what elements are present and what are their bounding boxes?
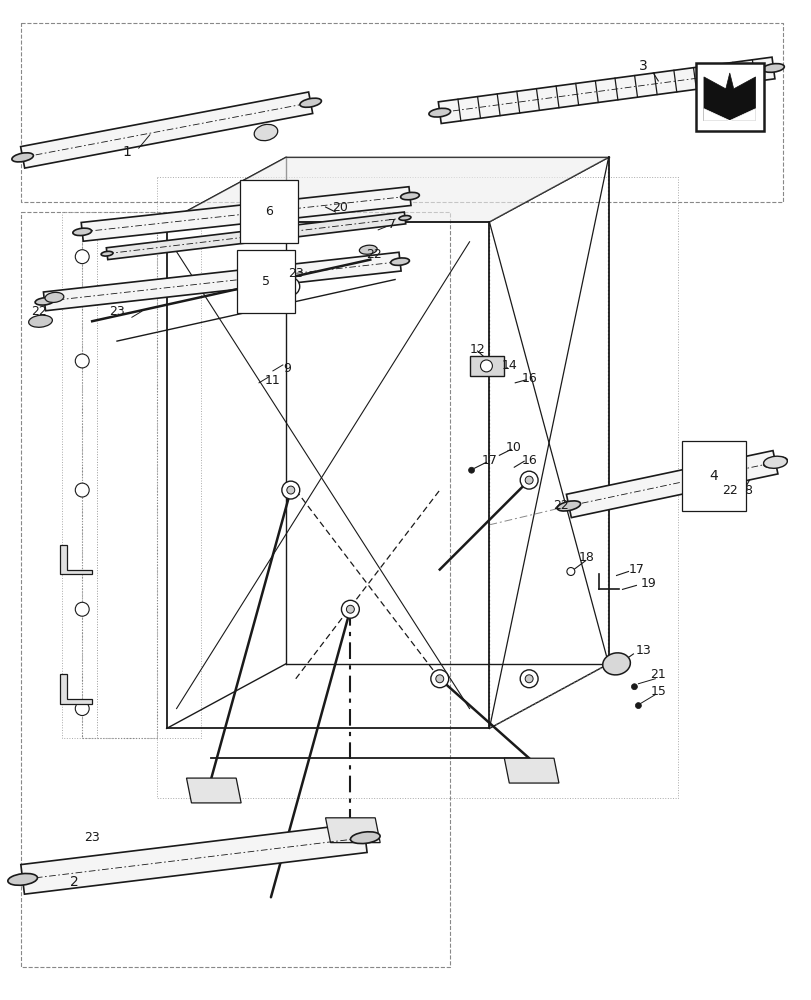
Circle shape bbox=[75, 354, 89, 368]
Text: 1: 1 bbox=[122, 145, 131, 159]
Text: 16: 16 bbox=[521, 372, 536, 385]
Ellipse shape bbox=[28, 315, 53, 327]
Text: 22: 22 bbox=[366, 248, 382, 261]
Circle shape bbox=[75, 483, 89, 497]
Ellipse shape bbox=[254, 124, 277, 141]
Circle shape bbox=[631, 684, 637, 690]
Text: 18: 18 bbox=[578, 551, 594, 564]
Circle shape bbox=[75, 602, 89, 616]
Ellipse shape bbox=[350, 832, 380, 844]
Ellipse shape bbox=[602, 653, 629, 675]
Polygon shape bbox=[566, 451, 777, 518]
Circle shape bbox=[281, 278, 299, 295]
Polygon shape bbox=[325, 818, 380, 843]
Ellipse shape bbox=[762, 64, 783, 72]
Text: 7: 7 bbox=[388, 218, 396, 231]
Text: 5: 5 bbox=[262, 275, 269, 288]
Ellipse shape bbox=[45, 292, 64, 302]
Polygon shape bbox=[21, 823, 367, 894]
Text: 10: 10 bbox=[504, 441, 521, 454]
Text: 2: 2 bbox=[70, 875, 79, 889]
Polygon shape bbox=[81, 187, 410, 241]
Ellipse shape bbox=[101, 251, 113, 256]
Circle shape bbox=[75, 250, 89, 264]
Circle shape bbox=[286, 282, 294, 290]
Polygon shape bbox=[106, 212, 406, 260]
Text: 17: 17 bbox=[628, 563, 644, 576]
Text: 14: 14 bbox=[501, 359, 517, 372]
Text: 16: 16 bbox=[521, 454, 536, 467]
Text: 12: 12 bbox=[469, 343, 485, 356]
Text: 23: 23 bbox=[288, 267, 303, 280]
Text: 20: 20 bbox=[333, 201, 348, 214]
Circle shape bbox=[286, 486, 294, 494]
Circle shape bbox=[566, 568, 574, 575]
Circle shape bbox=[281, 481, 299, 499]
Polygon shape bbox=[20, 92, 312, 168]
Text: 17: 17 bbox=[481, 454, 497, 467]
Text: 13: 13 bbox=[635, 644, 650, 657]
Text: 6: 6 bbox=[264, 205, 272, 218]
Circle shape bbox=[520, 471, 538, 489]
Circle shape bbox=[341, 600, 359, 618]
Text: 22: 22 bbox=[31, 305, 46, 318]
Circle shape bbox=[635, 703, 641, 709]
Polygon shape bbox=[438, 57, 774, 123]
Text: 9: 9 bbox=[282, 362, 290, 375]
Ellipse shape bbox=[400, 192, 418, 200]
Ellipse shape bbox=[359, 245, 376, 254]
Text: 4: 4 bbox=[709, 469, 718, 483]
Polygon shape bbox=[469, 356, 504, 376]
Ellipse shape bbox=[35, 298, 54, 305]
Text: 15: 15 bbox=[650, 685, 665, 698]
Ellipse shape bbox=[398, 216, 410, 220]
Polygon shape bbox=[60, 545, 92, 574]
Polygon shape bbox=[703, 73, 755, 121]
Text: 11: 11 bbox=[264, 374, 281, 387]
Ellipse shape bbox=[12, 153, 33, 162]
Text: 8: 8 bbox=[743, 484, 751, 497]
Text: 23: 23 bbox=[109, 305, 125, 318]
Text: 22: 22 bbox=[552, 499, 569, 512]
Circle shape bbox=[436, 675, 443, 683]
Text: 21: 21 bbox=[650, 668, 665, 681]
Polygon shape bbox=[187, 778, 241, 803]
Circle shape bbox=[75, 702, 89, 716]
Text: 3: 3 bbox=[638, 59, 647, 73]
Text: 23: 23 bbox=[84, 831, 100, 844]
Ellipse shape bbox=[390, 258, 409, 265]
Ellipse shape bbox=[428, 108, 450, 117]
Circle shape bbox=[525, 675, 533, 683]
Ellipse shape bbox=[73, 228, 92, 236]
Bar bbox=[695, 63, 762, 131]
Polygon shape bbox=[166, 157, 608, 222]
Polygon shape bbox=[504, 758, 558, 783]
Ellipse shape bbox=[763, 457, 786, 467]
Ellipse shape bbox=[8, 873, 37, 885]
Text: 19: 19 bbox=[640, 577, 655, 590]
Polygon shape bbox=[703, 109, 755, 121]
Circle shape bbox=[431, 670, 448, 688]
Circle shape bbox=[520, 670, 538, 688]
Polygon shape bbox=[44, 252, 401, 311]
Polygon shape bbox=[60, 674, 92, 704]
Text: 22: 22 bbox=[721, 484, 736, 497]
Circle shape bbox=[346, 605, 354, 613]
Ellipse shape bbox=[299, 98, 321, 107]
Circle shape bbox=[525, 476, 533, 484]
Ellipse shape bbox=[556, 501, 580, 511]
Circle shape bbox=[468, 467, 474, 473]
Ellipse shape bbox=[762, 456, 787, 468]
Circle shape bbox=[480, 360, 491, 372]
